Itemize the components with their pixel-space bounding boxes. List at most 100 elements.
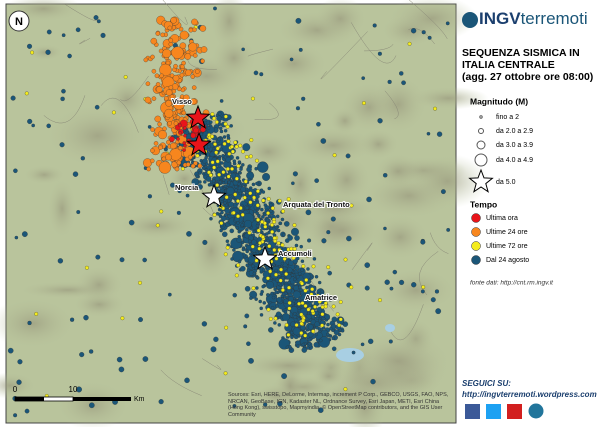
epicenter [306, 346, 310, 350]
relief [0, 372, 37, 399]
epicenter [281, 233, 286, 237]
facebook-icon[interactable] [465, 404, 480, 419]
epicenter [223, 122, 228, 126]
epicenter [217, 164, 222, 168]
epicenter [168, 38, 174, 43]
epicenter [281, 292, 286, 296]
epicenter [313, 341, 320, 348]
epicenter [361, 76, 366, 81]
epicenter [320, 289, 324, 294]
epicenter [377, 51, 382, 56]
epicenter [378, 298, 382, 303]
major-events [185, 104, 278, 270]
youtube-icon[interactable] [507, 404, 522, 419]
road [390, 304, 424, 341]
epicenter [296, 274, 300, 279]
road [160, 369, 202, 396]
compass: N [8, 10, 30, 32]
epicenter [195, 174, 199, 179]
epicenter [286, 332, 291, 337]
epicenter [260, 235, 265, 239]
epicenter [251, 264, 255, 268]
epicenter [277, 248, 282, 252]
epicenter [172, 74, 180, 82]
epicenter [280, 217, 285, 222]
epicenter [332, 153, 337, 158]
epicenter [219, 228, 223, 233]
epicenter [427, 35, 432, 40]
epicenter [250, 96, 255, 101]
epicenter [210, 112, 215, 117]
epicenter [210, 346, 217, 353]
epicenter [222, 231, 228, 238]
epicenter [227, 151, 232, 156]
epicenter [193, 53, 198, 58]
epicenter [435, 308, 442, 315]
epicenter [203, 180, 207, 184]
epicenter [225, 245, 230, 250]
epicenter [280, 243, 285, 247]
epicenter [45, 49, 51, 55]
epicenter [88, 349, 94, 354]
epicenter [217, 137, 221, 142]
place-labels: Visso Norcia Arquata del Tronto Accumoli Ama… [171, 96, 351, 303]
epicenter [337, 323, 342, 328]
epicenter [410, 28, 417, 34]
epicenter [254, 266, 258, 270]
epicenter [61, 88, 66, 94]
epicenter [143, 57, 149, 63]
road [79, 38, 91, 45]
epicenter [214, 150, 219, 155]
road [351, 242, 373, 271]
epicenter [308, 297, 313, 302]
epicenter [183, 126, 187, 130]
epicenter [321, 238, 327, 244]
epicenter [226, 187, 235, 195]
epicenter [254, 166, 258, 171]
epicenter [370, 378, 376, 385]
epicenter [326, 230, 331, 235]
epicenter [225, 216, 230, 221]
epicenter [270, 305, 275, 310]
epicenter [224, 325, 229, 330]
epicenter [297, 301, 301, 306]
follow-title: SEGUICI SU: [462, 379, 511, 388]
epicenter [232, 159, 237, 163]
epicenter [209, 120, 213, 124]
epicenter [277, 401, 283, 407]
epicenter [188, 154, 193, 160]
follow-url[interactable]: http://ingvterremoti.wordpress.com [462, 390, 597, 399]
time-label: Ultime 72 ore [486, 243, 528, 250]
epicenter [225, 167, 230, 171]
epicenter [287, 300, 292, 305]
wordpress-icon[interactable] [528, 403, 544, 419]
epicenter [168, 85, 174, 90]
epicenter [183, 94, 190, 102]
epicenter [147, 125, 152, 129]
epicenter [294, 323, 299, 327]
star [185, 104, 211, 129]
epicenter [304, 278, 309, 282]
epicenter [232, 248, 236, 252]
epicenter [317, 280, 322, 285]
epicenter [176, 160, 182, 166]
epicenter [205, 176, 212, 182]
time-legend: Ultima ora Ultime 24 ore Ultime 72 ore Dal … [471, 213, 529, 265]
magnitude-label: da 5.0 [496, 179, 516, 186]
epicenter [212, 212, 217, 217]
epicenter [330, 216, 336, 222]
epicenter [166, 139, 171, 145]
epicenter [234, 188, 238, 192]
epicenter [76, 386, 82, 393]
epicenter [215, 146, 220, 151]
logo-mark [462, 12, 478, 28]
epicenter [188, 42, 198, 52]
epicenter [145, 81, 151, 86]
epicenter [248, 200, 253, 205]
epicenter [27, 43, 33, 49]
epicenter [178, 26, 184, 32]
epicenter [364, 285, 370, 291]
twitter-icon[interactable] [486, 404, 501, 419]
title-line: SEQUENZA SISMICA IN [462, 47, 580, 59]
